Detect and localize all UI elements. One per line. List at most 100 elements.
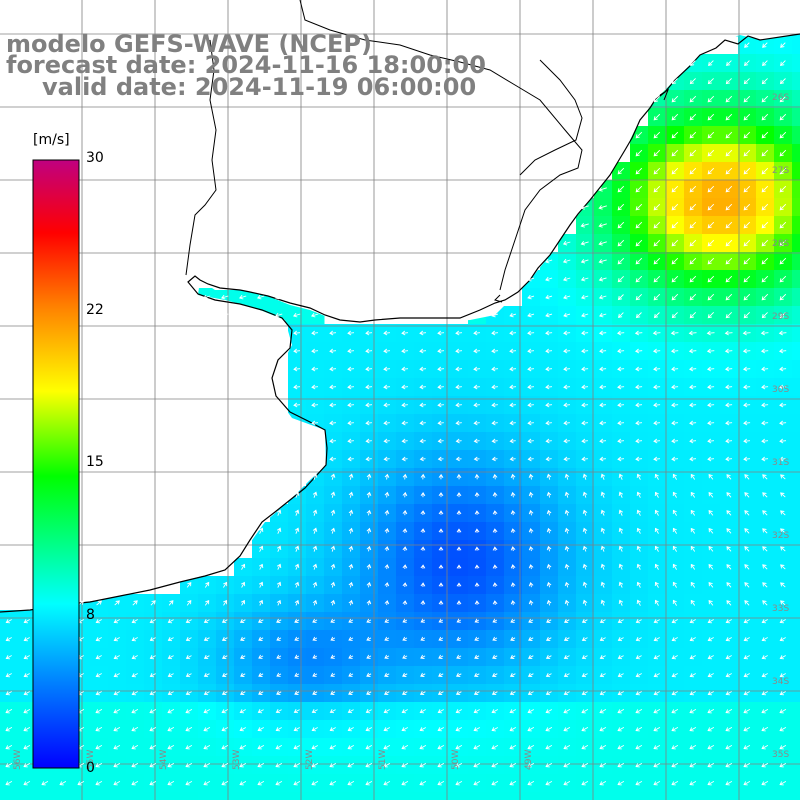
wind-arrow	[725, 402, 733, 408]
wind-arrow	[672, 491, 677, 498]
wind-arrow	[527, 312, 535, 318]
wind-arrow	[743, 637, 750, 642]
wind-arrow	[635, 727, 643, 732]
wind-arrow	[690, 60, 696, 66]
wind-arrow	[330, 618, 336, 623]
wind-arrow	[725, 185, 733, 193]
wind-speed-cell	[342, 792, 361, 800]
lon-label: 50W	[451, 750, 461, 770]
wind-arrow	[546, 509, 552, 516]
wind-arrow	[293, 745, 301, 750]
wind-arrow	[294, 491, 300, 498]
wind-arrow	[509, 312, 517, 318]
wind-arrow	[744, 582, 750, 588]
wind-arrow	[491, 330, 499, 336]
wind-arrow	[131, 655, 138, 660]
wind-arrow	[401, 402, 408, 408]
wind-arrow	[311, 312, 319, 318]
wind-arrow	[672, 563, 677, 570]
wind-arrow	[384, 654, 390, 659]
wind-arrow	[365, 727, 373, 732]
wind-arrow	[671, 673, 678, 678]
wind-arrow	[294, 527, 300, 534]
wind-arrow	[276, 636, 282, 641]
wind-arrow	[384, 582, 390, 588]
wind-arrow	[743, 131, 751, 139]
wind-arrow	[113, 763, 121, 768]
wind-arrow	[311, 745, 319, 750]
wind-arrow	[294, 545, 300, 552]
wind-arrow	[276, 654, 282, 659]
wind-arrow	[455, 330, 463, 336]
wind-arrow	[401, 727, 409, 732]
wind-arrow	[780, 600, 786, 606]
wind-arrow	[599, 781, 607, 786]
wind-arrow	[420, 654, 426, 659]
wind-arrow	[474, 564, 480, 569]
wind-speed-cell	[792, 252, 800, 271]
wind-arrow	[24, 600, 31, 605]
wind-arrow	[726, 564, 732, 570]
wind-arrow	[725, 167, 733, 175]
wind-arrow	[779, 95, 787, 103]
wind-arrow	[563, 366, 571, 372]
wind-arrow	[401, 709, 408, 714]
wind-arrow	[438, 564, 444, 569]
wind-arrow	[131, 619, 138, 624]
wind-arrow	[23, 691, 30, 696]
wind-arrow	[779, 275, 787, 283]
wind-arrow	[402, 528, 408, 534]
wind-speed-cell	[288, 792, 307, 800]
wind-arrow	[599, 348, 607, 354]
wind-arrow	[671, 257, 679, 265]
wind-arrow	[653, 366, 661, 372]
wind-arrow	[779, 167, 787, 175]
wind-arrow	[456, 618, 462, 623]
wind-arrow	[546, 473, 552, 480]
wind-arrow	[312, 581, 318, 588]
wind-arrow	[491, 672, 498, 678]
wind-arrow	[185, 709, 193, 714]
wind-arrow	[437, 727, 445, 732]
wind-arrow	[689, 221, 697, 229]
wind-arrow	[743, 691, 750, 696]
wind-arrow	[743, 420, 751, 426]
wind-arrow	[600, 527, 606, 534]
wind-arrow	[5, 637, 12, 642]
wind-arrow	[311, 708, 318, 714]
lat-label: 30S	[772, 385, 789, 395]
wind-arrow	[545, 636, 552, 642]
wind-speed-cell	[738, 792, 757, 800]
wind-vectors	[5, 24, 787, 786]
wind-arrow	[311, 366, 319, 372]
wind-speed-cell	[630, 792, 649, 800]
wind-arrow	[599, 618, 606, 624]
wind-arrow	[707, 384, 715, 390]
wind-speed-cell	[792, 648, 800, 667]
wind-arrow	[383, 690, 390, 696]
wind-arrow	[780, 474, 786, 480]
wind-arrow	[618, 509, 624, 516]
wind-arrow	[258, 581, 264, 588]
wind-speed-cell	[720, 792, 739, 800]
wind-arrow	[744, 474, 750, 480]
wind-arrow	[185, 618, 192, 624]
wind-arrow	[528, 564, 534, 570]
wind-arrow	[545, 384, 553, 390]
wind-arrow	[131, 637, 138, 642]
wind-arrow	[707, 221, 715, 229]
wind-arrow	[456, 564, 462, 569]
wind-arrow	[653, 239, 661, 247]
wind-arrow	[419, 709, 426, 714]
wind-arrow	[617, 348, 625, 354]
wind-arrow	[223, 599, 228, 606]
wind-arrow	[167, 618, 174, 624]
wind-arrow	[527, 709, 535, 714]
wind-speed-cell	[792, 108, 800, 127]
wind-arrow	[564, 581, 570, 588]
wind-speed-cell	[558, 792, 577, 800]
wind-arrow	[689, 293, 697, 301]
wind-arrow	[635, 438, 643, 444]
wind-arrow	[438, 582, 444, 587]
wind-arrow	[456, 510, 462, 515]
